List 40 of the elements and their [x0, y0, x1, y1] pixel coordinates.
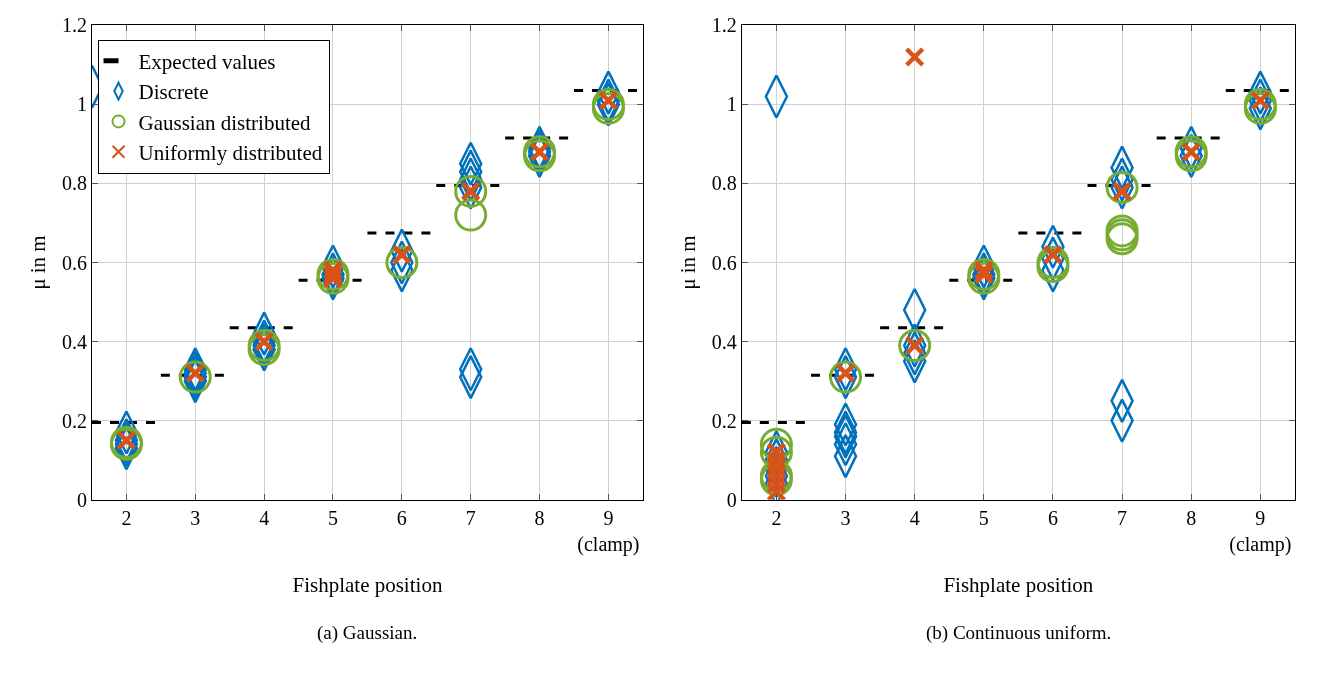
x-tick-label: 2: [121, 506, 132, 529]
text: (a) Gaussian.: [317, 622, 418, 644]
legend-label: Uniformly distributed: [138, 140, 323, 165]
legend-label: Expected values: [138, 49, 276, 74]
x-tick-label: 8: [1186, 506, 1197, 529]
x-axis-title: Fishplate position: [292, 572, 443, 597]
y-tick-label: 0.8: [62, 172, 87, 195]
y-tick-label: 1.2: [711, 14, 737, 37]
x-tick-label: 7: [465, 506, 476, 529]
x-tick-label: 3: [190, 506, 201, 529]
x-tick-label: 2: [771, 506, 782, 529]
y-tick-label: 0.4: [711, 330, 737, 353]
legend-label: Discrete: [138, 80, 209, 105]
x-tick-label: 8: [534, 506, 545, 529]
x-tick-label: 5: [978, 506, 989, 529]
legend-label: Gaussian distributed: [138, 110, 312, 135]
y-tick-label: 0.6: [62, 251, 87, 274]
x-tick-label: 9 (clamp): [577, 506, 640, 556]
y-tick-label: 0: [726, 488, 737, 511]
x-tick-label: 7: [1117, 506, 1128, 529]
x-tick-label: 5: [327, 506, 338, 529]
y-tick-label: 1: [77, 93, 87, 116]
y-tick-label: 0.6: [711, 251, 737, 274]
y-tick-label: 0.8: [711, 172, 737, 195]
y-tick-label: 1.2: [62, 14, 87, 37]
text: (b) Continuous uniform.: [926, 622, 1112, 644]
y-axis-title: μ in m: [675, 235, 700, 290]
y-tick-label: 0.2: [711, 409, 737, 432]
x-tick-label: 6: [396, 506, 407, 529]
x-tick-label: 6: [1047, 506, 1058, 529]
y-tick-label: 1: [726, 93, 737, 116]
y-tick-label: 0: [77, 488, 87, 511]
y-axis-title: μ in m: [26, 235, 51, 290]
x-tick-label: 4: [259, 506, 270, 529]
y-tick-label: 0.2: [62, 409, 87, 432]
x-axis-title: Fishplate position: [943, 572, 1094, 597]
x-tick-label: 4: [909, 506, 920, 529]
y-tick-label: 0.4: [62, 330, 87, 353]
x-tick-label: 3: [840, 506, 851, 529]
x-tick-label: 9 (clamp): [1229, 506, 1292, 556]
